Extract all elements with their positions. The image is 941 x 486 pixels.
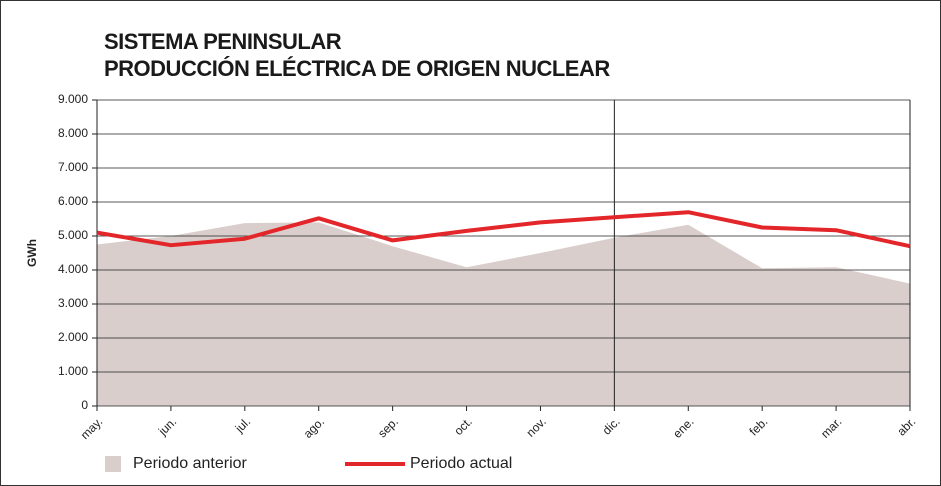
y-axis-label: GWh <box>25 239 39 267</box>
y-tick-label: 3.000 <box>58 296 88 310</box>
y-tick-label: 6.000 <box>58 194 88 208</box>
y-tick-label: 5.000 <box>58 228 88 242</box>
legend-label: Periodo anterior <box>133 455 248 472</box>
y-tick-label: 8.000 <box>58 126 88 140</box>
line <box>96 210 911 249</box>
y-tick-label: 4.000 <box>58 262 88 276</box>
chart-subtitle: PRODUCCIÓN ELÉCTRICA DE ORIGEN NUCLEAR <box>104 56 610 81</box>
y-tick-label: 0 <box>81 398 88 412</box>
y-tick-label: 9.000 <box>58 92 88 106</box>
y-tick-label: 1.000 <box>58 364 88 378</box>
y-tick-label: 7.000 <box>58 160 88 174</box>
legend-label: Periodo actual <box>410 455 512 472</box>
y-tick-label: 2.000 <box>58 330 88 344</box>
area <box>97 222 910 406</box>
legend-swatch <box>105 456 121 472</box>
chart-title: SISTEMA PENINSULAR <box>104 29 342 54</box>
